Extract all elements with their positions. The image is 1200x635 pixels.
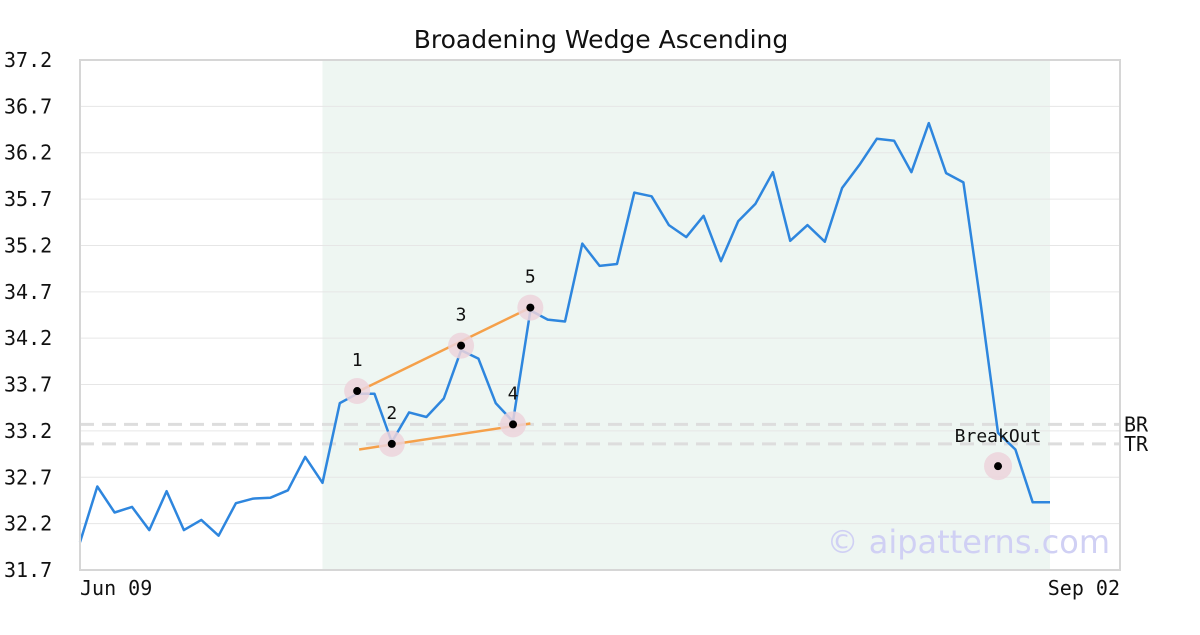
- price-line: [78, 121, 1050, 543]
- y-tick-label: 31.7: [4, 558, 52, 582]
- y-tick-label: 32.7: [4, 465, 52, 489]
- point-label-3: 3: [456, 305, 467, 326]
- point-label-5: 5: [525, 267, 536, 288]
- point-label-1: 1: [352, 350, 363, 371]
- point-label-4: 4: [508, 383, 519, 404]
- pattern-region: [322, 60, 1050, 570]
- point-marker: [509, 420, 518, 429]
- reference-label-tr: TR: [1124, 432, 1149, 456]
- y-tick-label: 32.2: [4, 512, 52, 536]
- y-tick-label: 34.7: [4, 280, 52, 304]
- y-tick-label: 33.2: [4, 419, 52, 443]
- point-marker: [526, 303, 535, 312]
- y-tick-label: 36.7: [4, 94, 52, 118]
- point-marker: [457, 341, 466, 350]
- y-tick-label: 37.2: [4, 48, 52, 72]
- point-marker: [353, 387, 362, 396]
- watermark: © aipatterns.com: [827, 523, 1110, 561]
- point-marker: [387, 439, 396, 448]
- reference-label-br: BR: [1124, 412, 1149, 436]
- breakout-label: BreakOut: [955, 426, 1042, 447]
- x-tick-label: Jun 09: [80, 576, 152, 600]
- y-tick-label: 33.7: [4, 373, 52, 397]
- plot-frame: [79, 59, 1121, 571]
- x-tick-label: Sep 02: [1048, 576, 1120, 600]
- y-tick-label: 35.7: [4, 187, 52, 211]
- point-label-2: 2: [386, 403, 397, 424]
- chart-title: Broadening Wedge Ascending: [414, 25, 789, 54]
- breakout-marker: [994, 462, 1003, 471]
- y-tick-label: 35.2: [4, 233, 52, 257]
- trend-line-upper: [358, 306, 531, 393]
- y-tick-label: 36.2: [4, 141, 52, 165]
- y-tick-label: 34.2: [4, 326, 52, 350]
